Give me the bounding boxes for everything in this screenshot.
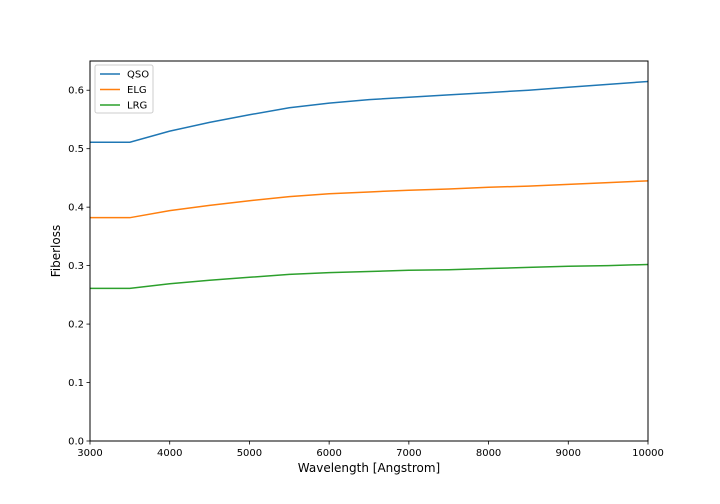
x-tick-label: 5000 [237,448,262,459]
x-axis-label: Wavelength [Angstrom] [298,461,440,475]
series-line-elg [90,180,649,219]
legend: QSO ELG LRG [94,64,154,114]
y-tick-label: 0.5 [68,144,84,155]
series-line-qso [90,80,649,144]
legend-box [94,64,154,114]
y-tick-label: 0.0 [68,437,84,448]
plot-area [90,61,648,441]
legend-label-lrg: LRG [127,101,147,112]
y-tick-label: 0.1 [68,378,84,389]
x-tick-label: 3000 [77,448,102,459]
plot-frame [89,60,649,442]
y-tick-label: 0.6 [68,86,84,97]
series-layer [90,80,649,290]
legend-label-qso: QSO [127,70,149,81]
y-tick-label: 0.3 [68,261,84,272]
series-line-lrg [90,263,649,290]
x-tick-label: 7000 [396,448,421,459]
y-tick-label: 0.2 [68,320,84,331]
y-tick-label: 0.4 [68,203,84,214]
x-tick-label: 6000 [316,448,341,459]
x-tick-label: 4000 [157,448,182,459]
legend-label-elg: ELG [127,85,147,96]
x-tick-label: 10000 [632,448,664,459]
x-tick-label: 8000 [476,448,501,459]
x-axis-ticks: 3000 4000 5000 6000 7000 8000 9000 10000 [77,441,664,459]
y-axis-label: Fiberloss [49,225,63,277]
x-tick-label: 9000 [556,448,581,459]
y-axis-ticks: 0.0 0.1 0.2 0.3 0.4 0.5 0.6 [68,86,90,448]
